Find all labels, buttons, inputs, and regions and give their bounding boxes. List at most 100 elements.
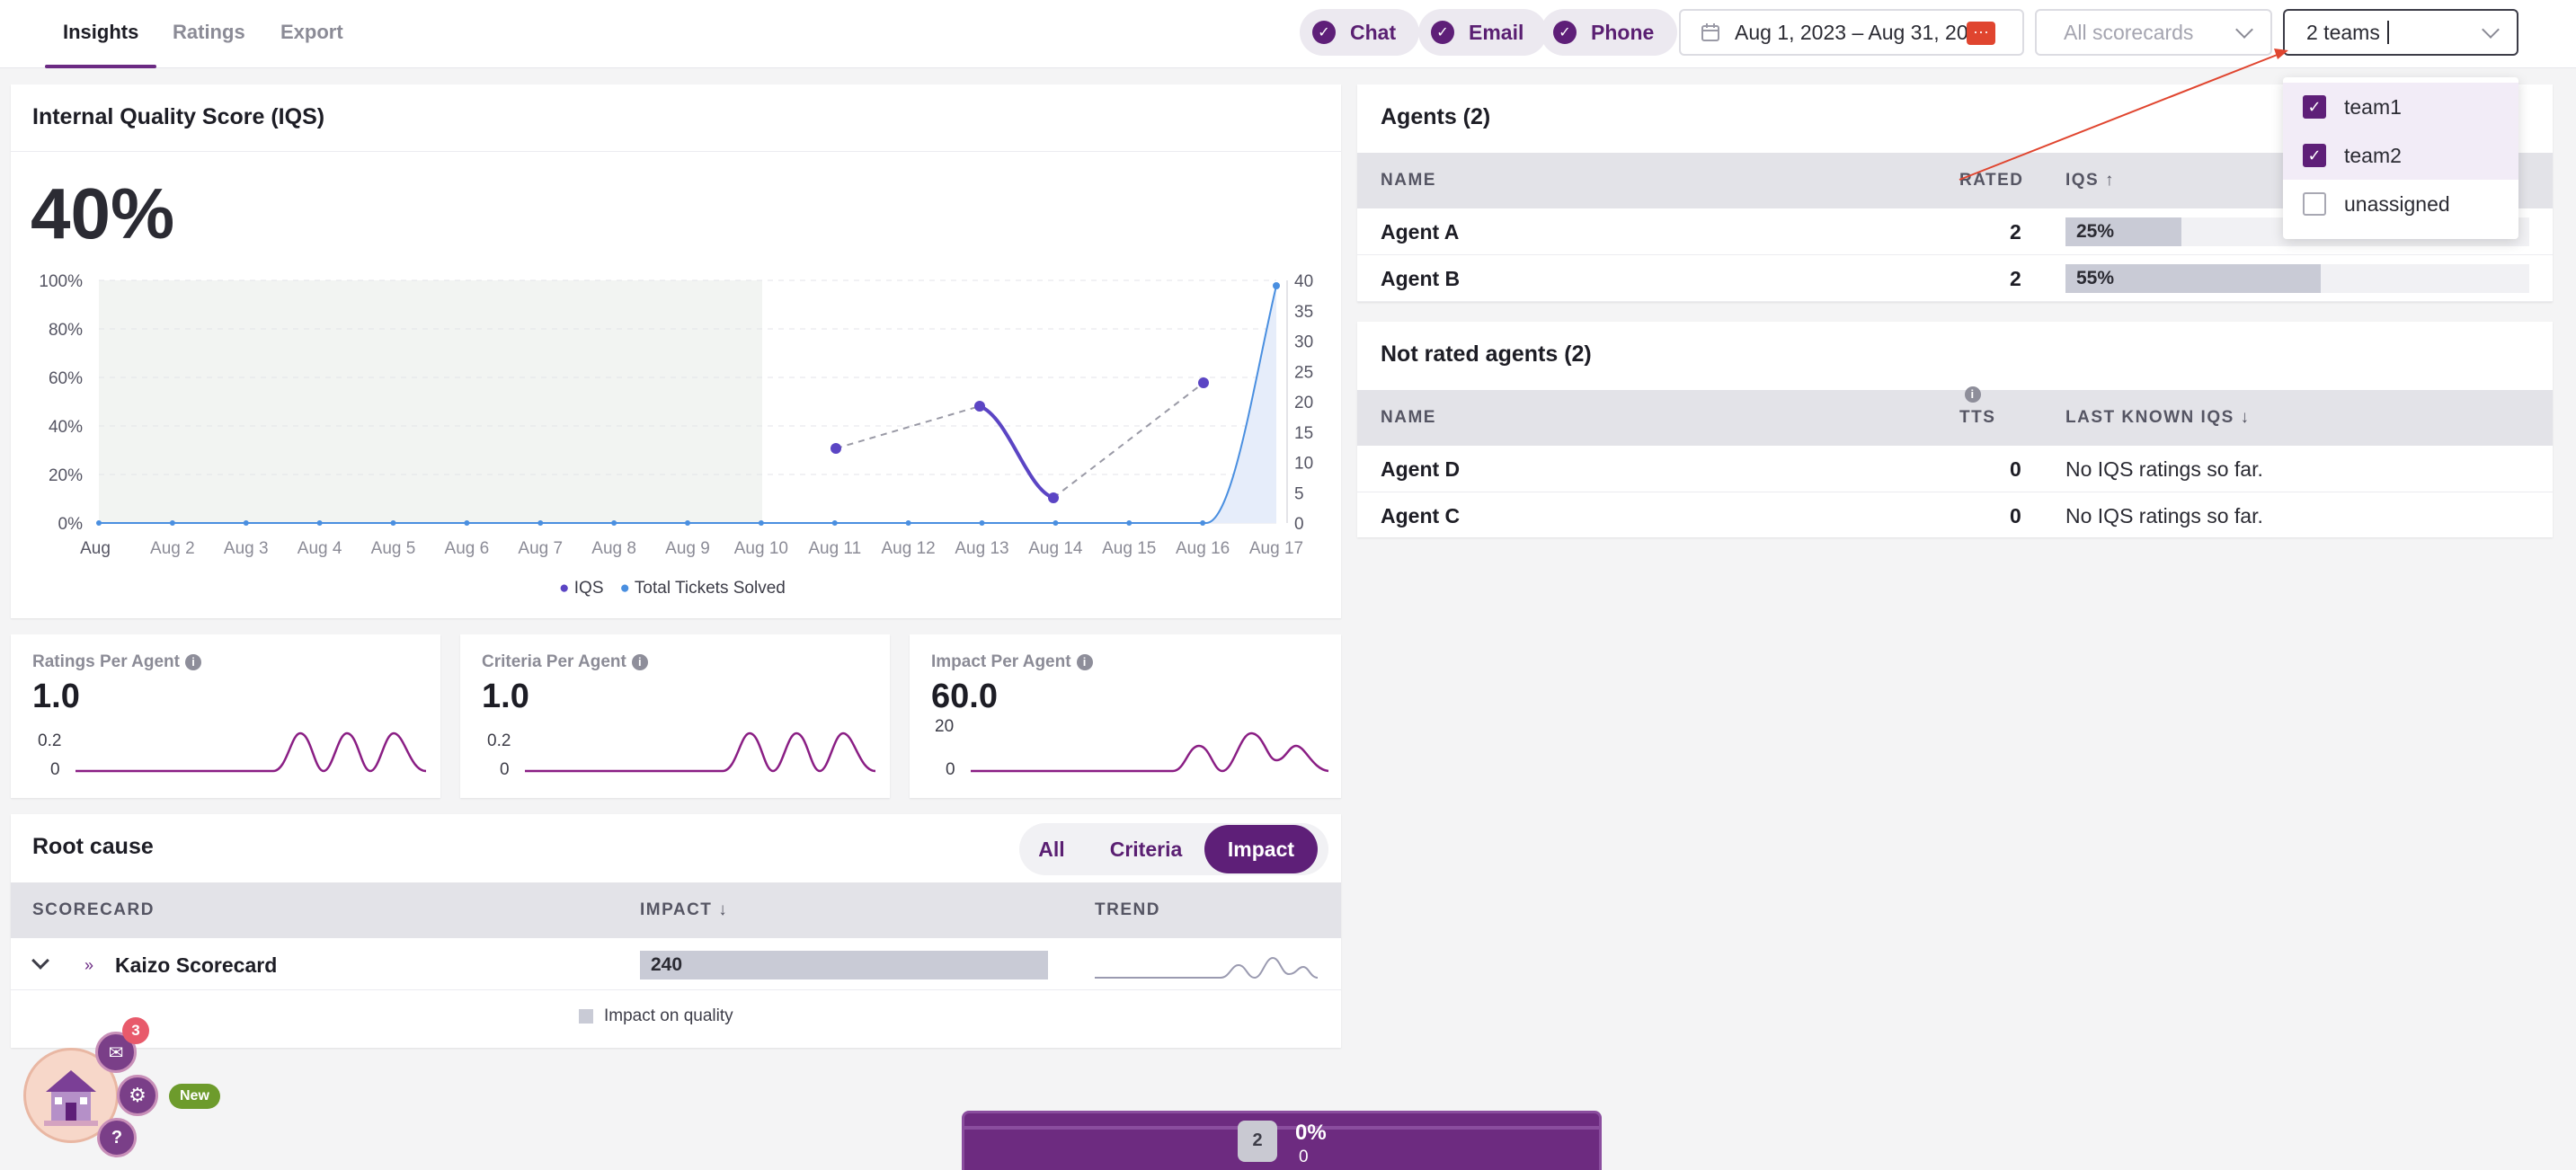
filter-all[interactable]: All [1038, 838, 1065, 861]
highlight-region [99, 280, 762, 523]
agent-last-iqs: No IQS ratings so far. [2065, 504, 2263, 527]
y-left-tick-label: 100% [39, 272, 83, 291]
tickets-point [831, 520, 838, 526]
y-right-tick-label: 40 [1294, 272, 1313, 291]
scorecard-icon: » [84, 956, 94, 974]
agents-title: Agents (2) [1381, 104, 1491, 129]
dropdown-option-unassigned[interactable]: unassigned [2283, 180, 2518, 228]
y-right-tick-label: 25 [1294, 363, 1313, 382]
teams-select[interactable]: 2 teams [2283, 9, 2518, 56]
check-icon: ✓ [1553, 21, 1577, 44]
col-last-known-iqs[interactable]: LAST KNOWN IQS ↓ [2065, 408, 2251, 427]
table-row[interactable]: » Kaizo Scorecard 240 [11, 940, 1341, 990]
metric-card-criteria: Criteria Per Agent i 1.0 0.2 0 [460, 634, 890, 798]
table-row[interactable]: Agent D 0 No IQS ratings so far. [1357, 446, 2553, 492]
iqs-bar-fill [2065, 264, 2321, 293]
metric-label-text: Criteria Per Agent [482, 652, 626, 671]
legend-iqs: ● IQS [559, 579, 604, 598]
legend-tickets-label: Total Tickets Solved [634, 579, 786, 598]
col-name[interactable]: NAME [1381, 171, 1436, 190]
filter-criteria[interactable]: Criteria [1109, 838, 1183, 861]
scorecards-placeholder: All scorecards [2064, 20, 2194, 44]
iqs-dashed-segment [835, 405, 981, 449]
chip-label: Phone [1591, 20, 1655, 44]
iqs-dashed-segment [1053, 382, 1204, 499]
iqs-point [1198, 377, 1209, 388]
col-trend[interactable]: TREND [1095, 900, 1160, 919]
expand-chevron-icon[interactable] [31, 952, 49, 970]
checkbox-checked-icon[interactable]: ✓ [2303, 95, 2326, 119]
dropdown-option-team2[interactable]: ✓ team2 [2283, 131, 2518, 180]
iqs-bar-label: 55% [2076, 268, 2115, 288]
building-icon [44, 1070, 98, 1126]
check-icon: ✓ [1312, 21, 1336, 44]
x-tick-label: Aug [80, 539, 111, 558]
trend-sparkline [1095, 956, 1319, 979]
scorecards-select[interactable]: All scorecards [2035, 9, 2272, 56]
filter-impact[interactable]: Impact [1204, 825, 1318, 873]
info-icon[interactable]: i [1965, 386, 1981, 403]
channel-phone-chip[interactable]: ✓ Phone [1541, 9, 1678, 56]
trend-path [1095, 956, 1319, 979]
option-label: team1 [2344, 94, 2402, 119]
y-left-tick-label: 80% [49, 321, 83, 340]
tickets-point [1200, 520, 1206, 526]
teams-dropdown-menu: ✓ team1 ✓ team2 unassigned [2283, 77, 2518, 239]
help-icon[interactable]: ? [97, 1118, 137, 1157]
settings-gear-icon[interactable]: ⚙ [117, 1075, 158, 1116]
spark-tick-top: 0.2 [487, 731, 511, 750]
col-rated[interactable]: RATED [1959, 171, 2024, 190]
more-icon[interactable]: ··· [1967, 22, 1995, 45]
tab-export[interactable]: Export [280, 21, 343, 43]
metric-label: Impact Per Agent i [931, 652, 1093, 672]
x-tick-label: Aug 3 [224, 539, 269, 558]
col-name[interactable]: NAME [1381, 408, 1436, 427]
metric-value: 1.0 [482, 678, 529, 715]
iqs-point [1048, 492, 1059, 503]
date-range-picker[interactable]: Aug 1, 2023 – Aug 31, 202 ··· [1679, 9, 2024, 56]
agent-name: Agent C [1381, 504, 1461, 527]
col-impact[interactable]: IMPACT ↓ [640, 900, 729, 919]
metric-card-ratings: Ratings Per Agent i 1.0 0.2 0 [11, 634, 440, 798]
option-label: team2 [2344, 143, 2402, 167]
y-right-tick-label: 10 [1294, 455, 1313, 474]
x-tick-label: Aug 11 [808, 539, 861, 558]
x-tick-label: Aug 2 [150, 539, 195, 558]
tab-insights[interactable]: Insights [44, 0, 157, 68]
table-row[interactable]: Agent B 2 55% [1357, 255, 2553, 302]
legend-swatch [579, 1009, 593, 1024]
x-tick-label: Aug 12 [882, 539, 936, 558]
y-left-tick-label: 0% [58, 515, 84, 534]
progress-banner[interactable]: 2 0% 0 [962, 1111, 1602, 1170]
tickets-point [1273, 282, 1280, 289]
iqs-bar: 55% [2065, 264, 2529, 293]
divider [11, 151, 1341, 152]
col-scorecard[interactable]: SCORECARD [32, 900, 155, 919]
metric-card-impact: Impact Per Agent i 60.0 20 0 [910, 634, 1341, 798]
spark-tick-zero: 0 [50, 760, 60, 779]
iqs-series-line [979, 404, 1054, 500]
checkbox-checked-icon[interactable]: ✓ [2303, 144, 2326, 167]
channel-chat-chip[interactable]: ✓ Chat [1300, 9, 1420, 56]
dropdown-option-team1[interactable]: ✓ team1 [2283, 83, 2518, 131]
info-icon[interactable]: i [185, 653, 201, 670]
channel-email-chip[interactable]: ✓ Email [1418, 9, 1548, 56]
root-cause-title: Root cause [32, 834, 154, 859]
tickets-series-line [99, 285, 1277, 524]
banner-stripe [964, 1126, 1599, 1130]
root-cause-card: Root cause SCORECARD IMPACT ↓ TREND » Ka… [11, 814, 1341, 1048]
tab-ratings[interactable]: Ratings [173, 21, 245, 43]
tickets-point [758, 520, 764, 526]
iqs-card: Internal Quality Score (IQS) 40% 0% 20% 40… [11, 84, 1341, 618]
tickets-point [169, 520, 175, 526]
x-tick-label: Aug 8 [591, 539, 636, 558]
chevron-down-icon [2235, 21, 2253, 39]
checkbox-unchecked-icon[interactable] [2303, 192, 2326, 216]
table-row[interactable]: Agent C 0 No IQS ratings so far. [1357, 492, 2553, 539]
x-tick-label: Aug 10 [734, 539, 788, 558]
y-left-tick-label: 40% [49, 418, 83, 437]
info-icon[interactable]: i [1076, 653, 1093, 670]
tickets-point [464, 520, 470, 526]
info-icon[interactable]: i [631, 653, 648, 670]
col-iqs[interactable]: IQS ↑ [2065, 171, 2116, 190]
